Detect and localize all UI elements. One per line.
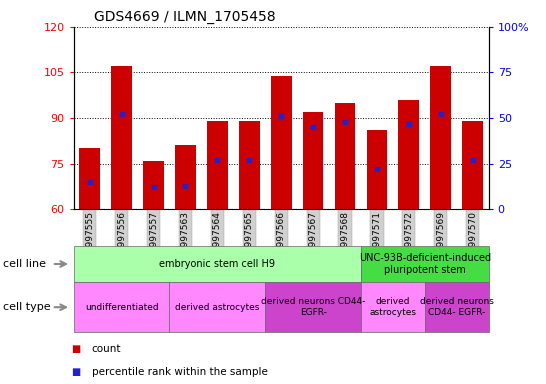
- Bar: [335, 103, 355, 209]
- Bar: [462, 121, 483, 209]
- Text: embryonic stem cell H9: embryonic stem cell H9: [159, 259, 275, 269]
- Point: [85, 179, 94, 185]
- Bar: [239, 121, 260, 209]
- Text: derived astrocytes: derived astrocytes: [175, 303, 259, 312]
- Bar: [399, 100, 419, 209]
- Point: [149, 184, 158, 190]
- Point: [245, 157, 254, 163]
- Bar: [207, 121, 228, 209]
- Point: [405, 121, 413, 127]
- Text: UNC-93B-deficient-induced
pluripotent stem: UNC-93B-deficient-induced pluripotent st…: [359, 253, 491, 275]
- Bar: [366, 130, 387, 209]
- Text: derived neurons CD44-
EGFR-: derived neurons CD44- EGFR-: [261, 298, 365, 317]
- Text: derived
astrocytes: derived astrocytes: [370, 298, 417, 317]
- Bar: [79, 149, 100, 209]
- Point: [181, 182, 190, 189]
- Point: [277, 113, 286, 119]
- Text: count: count: [92, 344, 121, 354]
- Text: GDS4669 / ILMN_1705458: GDS4669 / ILMN_1705458: [94, 10, 276, 25]
- Text: percentile rank within the sample: percentile rank within the sample: [92, 367, 268, 377]
- Text: derived neurons
CD44- EGFR-: derived neurons CD44- EGFR-: [420, 298, 494, 317]
- Text: cell line: cell line: [3, 259, 46, 269]
- Point: [372, 166, 381, 172]
- Bar: [271, 76, 292, 209]
- Text: undifferentiated: undifferentiated: [85, 303, 158, 312]
- Point: [468, 157, 477, 163]
- Bar: [111, 66, 132, 209]
- Text: ■: ■: [71, 367, 80, 377]
- Bar: [430, 66, 451, 209]
- Point: [213, 157, 222, 163]
- Point: [341, 119, 349, 125]
- Bar: [175, 146, 196, 209]
- Bar: [302, 112, 323, 209]
- Point: [436, 111, 445, 118]
- Bar: [143, 161, 164, 209]
- Text: cell type: cell type: [3, 302, 50, 312]
- Point: [308, 124, 317, 130]
- Point: [117, 111, 126, 118]
- Text: ■: ■: [71, 344, 80, 354]
